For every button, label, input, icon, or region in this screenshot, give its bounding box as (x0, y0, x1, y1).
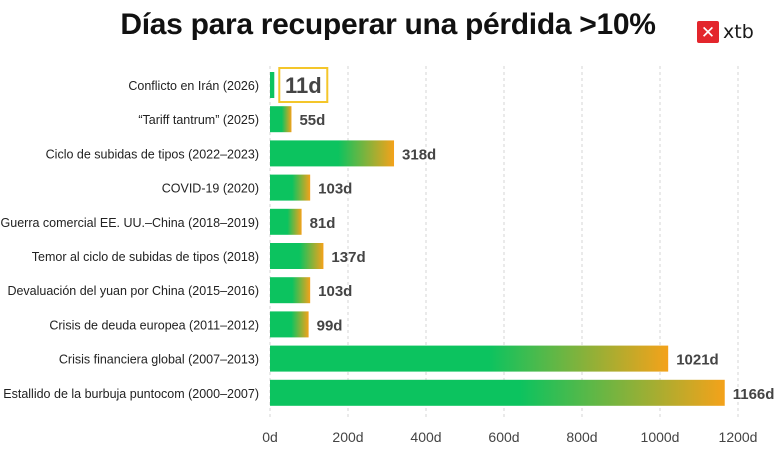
value-label: 137d (331, 249, 365, 266)
category-label: Guerra comercial EE. UU.–China (2018–201… (1, 216, 259, 230)
category-label: COVID-19 (2020) (162, 182, 259, 196)
chart-title: Días para recuperar una pérdida >10% (120, 8, 656, 41)
bar (270, 106, 292, 133)
x-tick-label: 0d (262, 429, 278, 445)
x-axis: 0d 200d 400d 600d 800d 1000d 1200d (262, 429, 757, 445)
category-label: Crisis financiera global (2007–2013) (59, 353, 259, 367)
bar-layer (270, 72, 725, 406)
value-label: 103d (318, 283, 352, 300)
x-tick-label: 800d (566, 429, 597, 445)
bar (270, 243, 324, 269)
bar (270, 140, 395, 167)
bar (270, 208, 302, 235)
category-label: Conflicto en Irán (2026) (128, 79, 259, 93)
value-label: 103d (318, 181, 352, 198)
value-label: 55d (299, 112, 325, 129)
bar (270, 174, 311, 201)
value-label: 81d (310, 215, 336, 232)
x-tick-label: 600d (488, 429, 519, 445)
category-label: Crisis de deuda europea (2011–2012) (49, 318, 259, 332)
value-label: 99d (317, 317, 343, 334)
x-tick-label: 400d (410, 429, 441, 445)
bar (270, 277, 311, 304)
logo-text: xtb (723, 21, 754, 43)
bar (270, 311, 309, 338)
highlight-box (278, 67, 329, 103)
x-tick-label: 1000d (641, 429, 680, 445)
category-label: Estallido de la burbuja puntocom (2000–2… (3, 387, 259, 401)
bar (270, 72, 275, 98)
category-label: “Tariff tantrum” (2025) (138, 113, 259, 127)
category-label: Temor al ciclo de subidas de tipos (2018… (32, 250, 259, 264)
value-label: 1021d (676, 352, 719, 369)
value-label: 318d (402, 146, 436, 163)
category-label: Devaluación del yuan por China (2015–201… (7, 284, 259, 298)
label-layer: Conflicto en Irán (2026) 11d “Tariff tantr… (1, 67, 775, 403)
x-logo-icon: ✕ (697, 21, 719, 43)
grid-layer (269, 66, 739, 418)
xtb-logo: ✕ xtb (697, 20, 754, 44)
x-tick-label: 1200d (719, 429, 758, 445)
value-label: 11d (285, 73, 322, 98)
value-label: 1166d (733, 386, 775, 403)
x-tick-label: 200d (332, 429, 363, 445)
bar (270, 345, 669, 372)
bar (270, 379, 725, 406)
category-label: Ciclo de subidas de tipos (2022–2023) (46, 147, 259, 161)
